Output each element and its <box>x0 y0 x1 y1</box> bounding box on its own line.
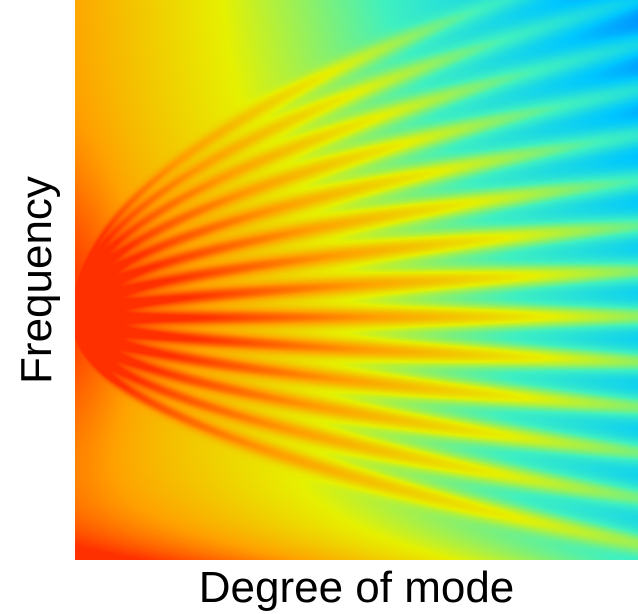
plot-area <box>75 0 638 560</box>
x-axis-label: Degree of mode <box>198 563 515 612</box>
heatmap-canvas <box>75 0 638 560</box>
y-axis-label-text: Frequency <box>12 176 61 384</box>
y-axis-label: Frequency <box>0 0 75 560</box>
